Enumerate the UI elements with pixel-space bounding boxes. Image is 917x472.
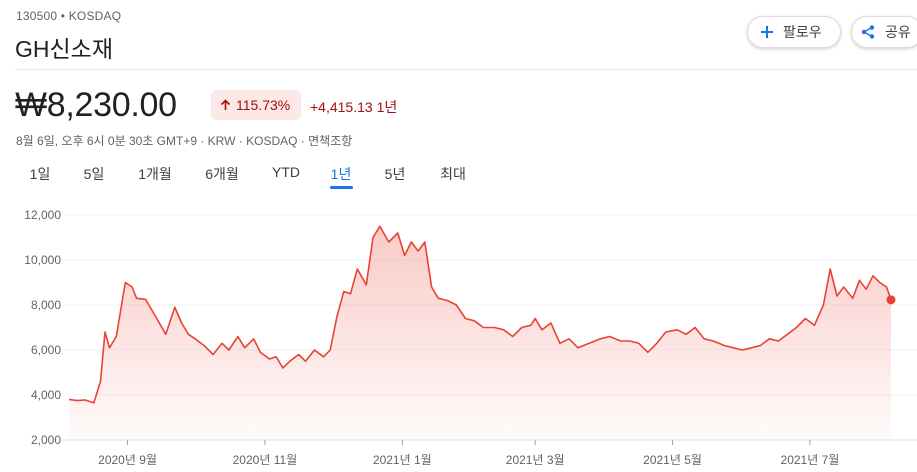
current-price: ₩8,230.00 bbox=[15, 86, 177, 124]
company-name: GH신소재 bbox=[15, 36, 113, 62]
share-button[interactable]: 공유 bbox=[851, 16, 917, 48]
tab-5y[interactable]: 5년 bbox=[384, 166, 406, 182]
x-tick-label: 2021년 1월 bbox=[373, 453, 432, 467]
share-label: 공유 bbox=[885, 24, 911, 40]
tab-1y[interactable]: 1년 bbox=[330, 166, 352, 182]
tab-max[interactable]: 최대 bbox=[440, 166, 466, 182]
price-meta-info: 8월 6일, 오후 6시 0분 30초 GMT+9 · KRW · KOSDAQ… bbox=[16, 134, 353, 148]
change-percent-badge: 115.73% bbox=[211, 90, 301, 120]
ticker-exchange-label: 130500 • KOSDAQ bbox=[16, 9, 122, 23]
y-tick-label: 10,000 bbox=[24, 253, 61, 267]
arrow-up-icon bbox=[220, 99, 231, 110]
last-price-dot bbox=[886, 295, 896, 305]
y-tick-label: 2,000 bbox=[31, 433, 61, 447]
y-tick-label: 4,000 bbox=[31, 388, 61, 402]
follow-label: 팔로우 bbox=[783, 24, 822, 40]
y-axis: 12,000 10,000 8,000 6,000 4,000 2,000 bbox=[24, 208, 61, 447]
y-tick-label: 6,000 bbox=[31, 343, 61, 357]
change-period: 1년 bbox=[376, 99, 398, 115]
tab-1d[interactable]: 1일 bbox=[29, 166, 51, 182]
x-tick-label: 2021년 3월 bbox=[506, 453, 565, 467]
x-tick-label: 2021년 5월 bbox=[643, 453, 702, 467]
x-tick-label: 2020년 11월 bbox=[233, 453, 298, 467]
share-icon bbox=[861, 25, 875, 39]
x-axis: 2020년 9월 2020년 11월 2021년 1월 2021년 3월 2021년 5… bbox=[98, 440, 839, 467]
tab-1m[interactable]: 1개월 bbox=[138, 166, 172, 182]
x-tick-label: 2021년 7월 bbox=[781, 453, 840, 467]
header-divider bbox=[15, 69, 917, 70]
tab-6m[interactable]: 6개월 bbox=[205, 166, 239, 182]
y-tick-label: 12,000 bbox=[24, 208, 61, 222]
active-tab-underline bbox=[330, 186, 353, 189]
price-line bbox=[68, 225, 892, 404]
price-area-fill bbox=[69, 226, 891, 440]
y-tick-label: 8,000 bbox=[31, 298, 61, 312]
x-tick-label: 2020년 9월 bbox=[98, 453, 157, 467]
follow-button[interactable]: 팔로우 bbox=[747, 16, 841, 48]
change-absolute-value: +4,415.13 bbox=[310, 99, 373, 115]
tab-5d[interactable]: 5일 bbox=[83, 166, 105, 182]
change-percent-value: 115.73% bbox=[236, 97, 291, 113]
tab-ytd[interactable]: YTD bbox=[272, 164, 300, 180]
plus-icon bbox=[761, 26, 773, 38]
time-range-tabs: 1일 5일 1개월 6개월 YTD 1년 5년 최대 bbox=[0, 164, 917, 190]
change-absolute: +4,415.13 1년 bbox=[310, 97, 397, 117]
